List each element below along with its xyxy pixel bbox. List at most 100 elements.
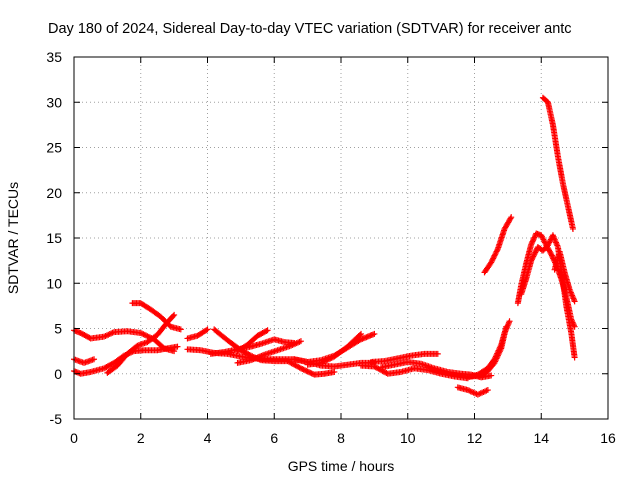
x-tick-labels: 0 2 4 6 8 10 12 14 16 — [70, 430, 616, 446]
y-tick-label: -5 — [50, 411, 63, 427]
data-point — [550, 255, 557, 262]
data-point — [327, 355, 334, 362]
data-point — [301, 367, 308, 374]
y-tick-label: 15 — [46, 230, 62, 246]
y-tick-label: 10 — [46, 275, 62, 291]
data-point — [297, 365, 304, 372]
series-track-17 — [454, 384, 491, 398]
x-tick-label: 12 — [467, 430, 483, 446]
x-tick-label: 16 — [600, 430, 616, 446]
data-point — [321, 357, 328, 364]
series-track-02 — [71, 356, 98, 366]
data-point — [529, 238, 536, 245]
series-track-20 — [481, 214, 515, 276]
data-point — [531, 234, 538, 241]
data-point — [484, 387, 491, 394]
data-point — [323, 357, 330, 364]
series-track-08 — [211, 326, 338, 378]
data-point — [490, 255, 497, 262]
y-axis-title: SDTVAR / TECUs — [5, 182, 21, 294]
data-point — [548, 251, 555, 258]
data-point — [491, 252, 498, 259]
data-point — [489, 256, 496, 263]
x-tick-label: 10 — [400, 430, 416, 446]
data-point — [530, 252, 537, 259]
x-tick-label: 4 — [204, 430, 212, 446]
data-point — [174, 343, 181, 350]
y-tick-label: 25 — [46, 140, 62, 156]
y-tick-label: 20 — [46, 185, 62, 201]
data-point — [532, 249, 539, 256]
data-point — [170, 312, 177, 319]
series-track-23 — [551, 248, 578, 305]
x-tick-label: 8 — [337, 430, 345, 446]
data-point — [530, 237, 537, 244]
data-point — [528, 241, 535, 248]
data-point — [144, 333, 151, 340]
data-point — [141, 331, 148, 338]
data-point — [203, 327, 210, 334]
data-point — [490, 254, 497, 261]
data-point — [307, 369, 314, 376]
y-tick-label: 0 — [54, 366, 62, 382]
data-point — [528, 256, 535, 263]
data-point — [503, 323, 510, 330]
data-point — [263, 327, 270, 334]
series-track-24 — [539, 94, 576, 232]
series-track-11 — [234, 338, 304, 366]
data-point — [246, 351, 253, 358]
series-track-06 — [184, 326, 211, 342]
data-point — [529, 254, 536, 261]
data-point — [356, 331, 363, 338]
data-point — [571, 354, 578, 361]
data-point — [324, 356, 331, 363]
data-series — [71, 94, 578, 398]
data-point — [331, 368, 338, 375]
data-point — [143, 332, 150, 339]
gridlines — [74, 57, 608, 419]
chart-title: Day 180 of 2024, Sidereal Day-to-day VTE… — [48, 21, 572, 37]
data-point — [548, 252, 555, 259]
data-point — [320, 358, 327, 365]
data-point — [139, 330, 146, 337]
data-point — [488, 259, 495, 266]
data-point — [508, 214, 515, 221]
data-point — [137, 330, 144, 337]
data-point — [299, 365, 306, 372]
data-point — [507, 215, 514, 222]
data-point — [532, 248, 539, 255]
data-point — [488, 258, 495, 265]
data-point — [571, 298, 578, 305]
series-track-05 — [129, 300, 184, 333]
data-point — [531, 250, 538, 257]
data-point — [530, 253, 537, 260]
data-point — [506, 318, 513, 325]
x-axis-title: GPS time / hours — [288, 458, 395, 474]
data-point — [492, 249, 499, 256]
y-tick-labels: -5 0 5 10 15 20 25 30 35 — [46, 49, 62, 427]
data-point — [528, 257, 535, 264]
data-point — [528, 239, 535, 246]
data-point — [488, 372, 495, 379]
data-point — [530, 235, 537, 242]
data-point — [308, 370, 315, 377]
series-track-04 — [104, 311, 178, 376]
data-point — [434, 350, 441, 357]
series-track-13 — [304, 330, 365, 368]
x-tick-label: 6 — [270, 430, 278, 446]
data-point — [171, 311, 178, 318]
series-track-15 — [368, 350, 441, 365]
data-point — [325, 356, 332, 363]
axis-ticks — [73, 56, 609, 420]
data-point — [177, 326, 184, 333]
data-point — [494, 247, 501, 254]
data-point — [91, 356, 98, 363]
data-point — [358, 330, 365, 337]
series-track-19 — [468, 323, 510, 380]
data-point — [549, 254, 556, 261]
data-point — [264, 327, 271, 334]
y-tick-label: 35 — [46, 49, 62, 65]
data-point — [371, 330, 378, 337]
series-track-14 — [358, 362, 471, 382]
